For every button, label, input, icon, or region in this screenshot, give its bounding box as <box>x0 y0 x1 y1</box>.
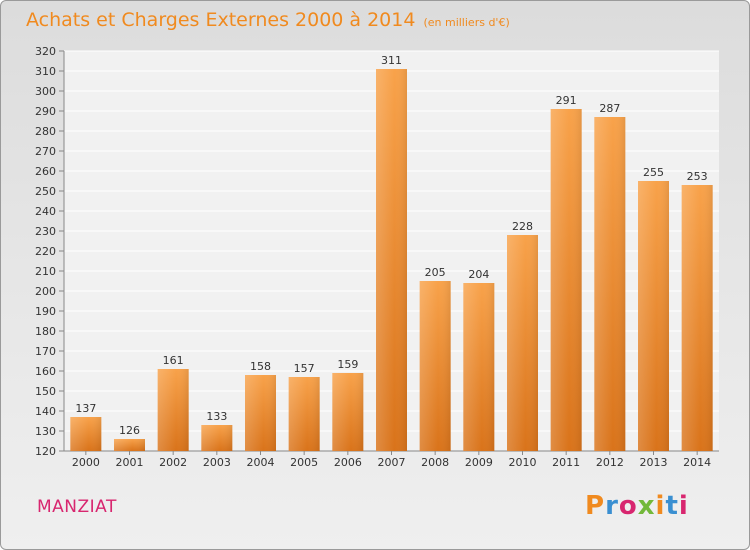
chart-title: Achats et Charges Externes 2000 à 2014 (e… <box>26 9 510 31</box>
bar-value-label: 157 <box>294 362 315 375</box>
x-tick-label: 2003 <box>203 456 231 469</box>
y-tick-label: 160 <box>35 365 56 378</box>
logo-letter: o <box>618 491 638 521</box>
bar-value-label: 311 <box>381 54 402 67</box>
y-tick-label: 180 <box>35 325 56 338</box>
y-tick-label: 120 <box>35 445 56 458</box>
bar-shade <box>507 235 538 451</box>
bar-shade <box>594 117 626 451</box>
bar-value-label: 287 <box>599 102 620 115</box>
bar-shade <box>288 377 320 451</box>
x-tick-label: 2007 <box>378 456 406 469</box>
bar-value-label: 161 <box>163 354 184 367</box>
bar-shade <box>245 375 276 451</box>
y-tick-label: 300 <box>35 85 56 98</box>
logo-letter: P <box>585 491 606 521</box>
y-tick-label: 230 <box>35 225 56 238</box>
bar-shade <box>114 439 145 451</box>
y-tick-label: 150 <box>35 385 56 398</box>
chart-subtitle: (en milliers d'€) <box>423 16 510 29</box>
logo-letter: x <box>637 491 656 521</box>
bar-shade <box>332 373 364 451</box>
bar-shade <box>681 185 713 451</box>
y-tick-label: 170 <box>35 345 56 358</box>
bar-value-label: 204 <box>468 268 489 281</box>
y-tick-label: 280 <box>35 125 56 138</box>
bar-value-label: 137 <box>75 402 96 415</box>
bar-shade <box>419 281 451 451</box>
logo-letter: i <box>678 491 689 521</box>
bar-value-label: 253 <box>687 170 708 183</box>
x-tick-label: 2009 <box>465 456 493 469</box>
y-tick-label: 190 <box>35 305 56 318</box>
logo-letter: t <box>665 491 679 521</box>
x-tick-label: 2004 <box>247 456 275 469</box>
x-tick-label: 2014 <box>683 456 711 469</box>
bar-value-label: 133 <box>206 410 227 423</box>
y-tick-label: 250 <box>35 185 56 198</box>
y-tick-label: 270 <box>35 145 56 158</box>
bar-shade <box>638 181 669 451</box>
x-tick-label: 2001 <box>116 456 144 469</box>
plot-area: 120 130 140 150 160 170 180 190 200 210 220 230 240 2… <box>35 45 719 469</box>
bar-value-label: 158 <box>250 360 271 373</box>
bar-value-label: 291 <box>556 94 577 107</box>
x-tick-label: 2005 <box>290 456 318 469</box>
bar-value-label: 228 <box>512 220 533 233</box>
x-tick-label: 2012 <box>596 456 624 469</box>
proxiti-logo: Proxiti <box>585 491 689 521</box>
x-tick-label: 2008 <box>421 456 449 469</box>
x-tick-label: 2000 <box>72 456 100 469</box>
bar-shade <box>463 283 495 451</box>
commune-name: MANZIAT <box>37 497 117 517</box>
logo-letter: r <box>605 491 619 521</box>
x-tick-label: 2011 <box>552 456 580 469</box>
bar-value-label: 255 <box>643 166 664 179</box>
bar-shade <box>70 417 102 451</box>
y-tick-label: 240 <box>35 205 56 218</box>
y-tick-label: 140 <box>35 405 56 418</box>
bar-shade <box>201 425 233 451</box>
y-tick-label: 260 <box>35 165 56 178</box>
bar-value-label: 159 <box>337 358 358 371</box>
y-tick-label: 310 <box>35 65 56 78</box>
x-tick-label: 2006 <box>334 456 362 469</box>
y-tick-label: 130 <box>35 425 56 438</box>
bar-shade <box>550 109 582 451</box>
x-tick-label: 2010 <box>509 456 537 469</box>
y-tick-label: 320 <box>35 45 56 58</box>
y-tick-label: 210 <box>35 265 56 278</box>
x-tick-label: 2002 <box>159 456 187 469</box>
bar-value-label: 205 <box>425 266 446 279</box>
y-tick-label: 290 <box>35 105 56 118</box>
chart-title-text: Achats et Charges Externes 2000 à 2014 <box>26 9 416 31</box>
logo-letter: i <box>655 491 666 521</box>
bar-value-label: 126 <box>119 424 140 437</box>
y-tick-label: 200 <box>35 285 56 298</box>
bar-shade <box>157 369 189 451</box>
y-tick-label: 220 <box>35 245 56 258</box>
bar-shade <box>376 69 407 451</box>
x-tick-label: 2013 <box>640 456 668 469</box>
